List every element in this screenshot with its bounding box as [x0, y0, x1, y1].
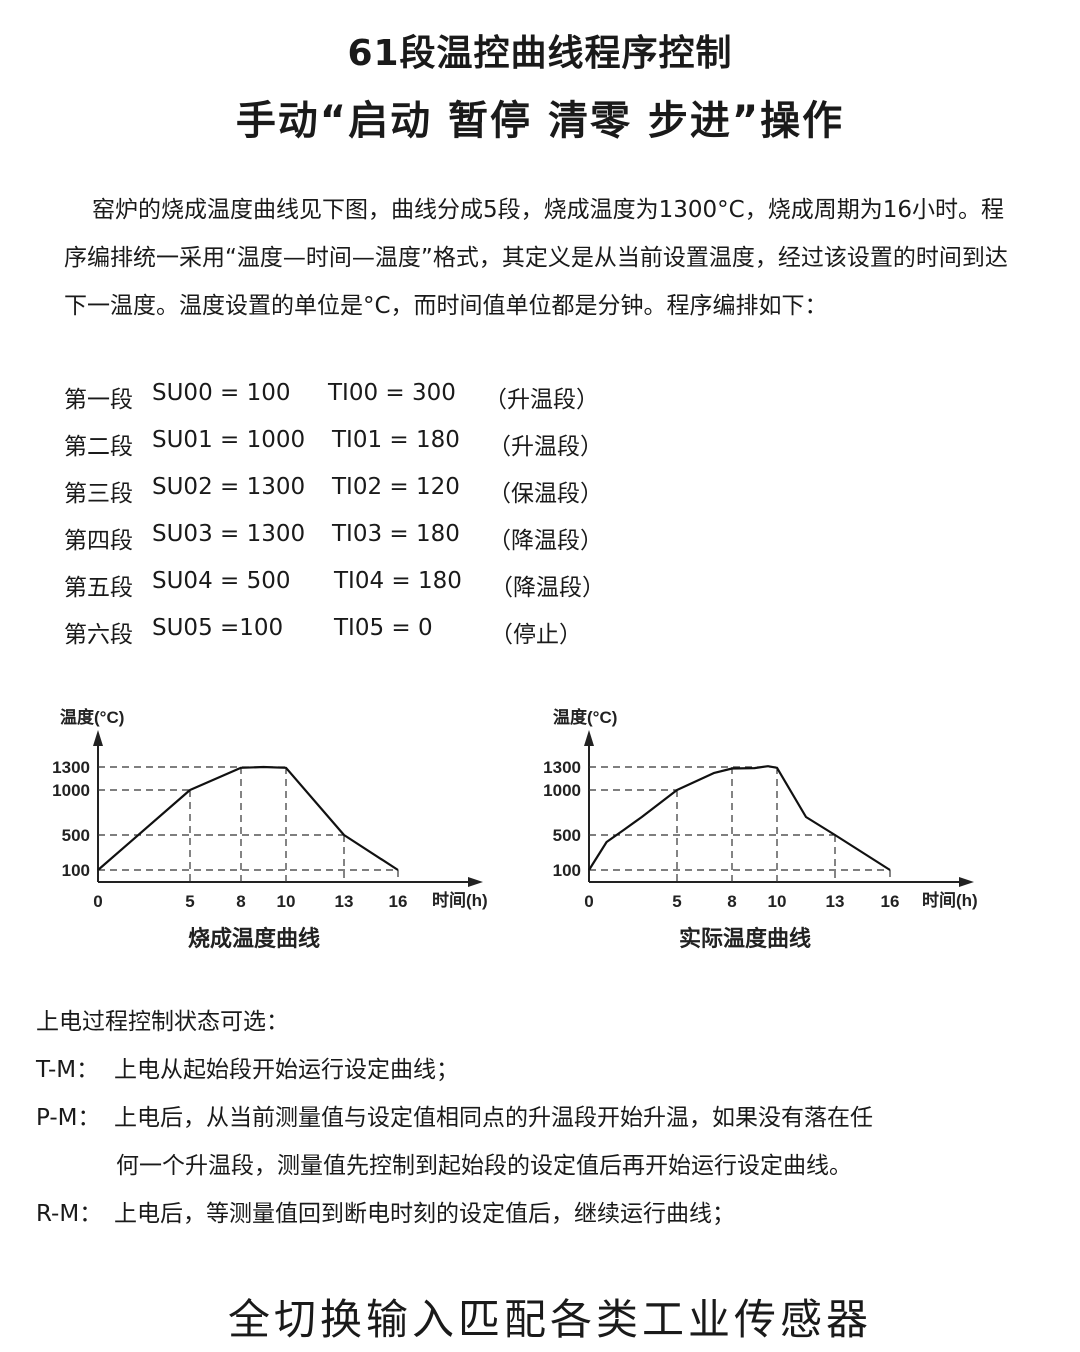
y-tick-label: 1000	[543, 781, 581, 800]
segment-setpoint: SU04 = 500	[152, 568, 291, 594]
segment-note: （降温段）	[490, 575, 605, 601]
x-tick-label: 5	[672, 892, 681, 911]
x-tick-label: 10	[277, 892, 296, 911]
segment-time: TI04 = 180	[334, 568, 462, 594]
mode-text: 上电后，等测量值回到断电时刻的设定值后，继续运行曲线；	[114, 1201, 735, 1227]
x-tick-label: 0	[93, 892, 102, 911]
x-tick-label: 5	[185, 892, 194, 911]
segment-name: 第五段	[64, 575, 133, 601]
mode-key: R-M：	[36, 1201, 103, 1227]
segment-setpoint: SU03 = 1300	[152, 521, 306, 547]
segment-time: TI02 = 120	[332, 474, 460, 500]
x-axis-arrow-icon	[468, 877, 483, 887]
segment-note: （保温段）	[488, 481, 603, 507]
segment-name: 第二段	[64, 434, 133, 460]
y-tick-label: 100	[553, 861, 581, 880]
chart-title: 烧成温度曲线	[188, 926, 320, 951]
mode-key: T-M：	[36, 1057, 100, 1083]
y-axis-label: 温度(°C)	[553, 707, 617, 727]
segment-name: 第四段	[64, 528, 133, 554]
x-tick-label: 10	[768, 892, 787, 911]
x-tick-label: 13	[826, 892, 845, 911]
footer-heading: 全切换输入匹配各类工业传感器	[227, 1295, 872, 1344]
x-axis-label: 时间(h)	[922, 890, 978, 910]
segment-time: TI01 = 180	[332, 427, 460, 453]
segment-time: TI00 = 300	[328, 380, 456, 406]
y-tick-label: 1300	[52, 758, 90, 777]
mode-key: P-M：	[36, 1105, 101, 1131]
y-tick-label: 100	[62, 861, 90, 880]
mode-pm-cont: 何一个升温段，测量值先控制到起始段的设定值后再开始运行设定曲线。	[116, 1153, 852, 1179]
y-tick-label: 500	[62, 826, 90, 845]
x-tick-label: 0	[584, 892, 593, 911]
chart-title: 实际温度曲线	[679, 926, 811, 951]
page-subtitle: 手动“启动 暂停 清零 步进”操作	[235, 98, 845, 144]
y-axis-arrow-icon	[93, 730, 103, 746]
x-tick-label: 16	[881, 892, 900, 911]
y-tick-label: 1000	[52, 781, 90, 800]
x-axis-label: 时间(h)	[432, 890, 488, 910]
segment-time: TI05 = 0	[334, 615, 433, 641]
x-tick-label: 13	[335, 892, 354, 911]
x-tick-label: 8	[236, 892, 245, 911]
segment-name: 第六段	[64, 622, 133, 648]
x-axis-arrow-icon	[959, 877, 974, 887]
segment-setpoint: SU00 = 100	[152, 380, 291, 406]
power-on-heading: 上电过程控制状态可选：	[36, 1009, 289, 1035]
y-axis-arrow-icon	[584, 730, 594, 746]
segment-setpoint: SU02 = 1300	[152, 474, 306, 500]
x-tick-label: 8	[727, 892, 736, 911]
segment-note: （降温段）	[488, 528, 603, 554]
intro-paragraph: 窑炉的烧成温度曲线见下图，曲线分成5段，烧成温度为1300°C，烧成周期为16小…	[64, 197, 1008, 319]
chart-firing-curve: 100 500 1000 1300 0 5 8 10 13 16 温度(°C) 时间(h) 烧成温度曲线	[52, 707, 488, 951]
mode-text: 上电后，从当前测量值与设定值相同点的升温段开始升温，如果没有落在任	[114, 1105, 873, 1131]
segment-time: TI03 = 180	[332, 521, 460, 547]
segment-note: （升温段）	[488, 434, 603, 460]
chart-actual-curve: 100 500 1000 1300 0 5 8 10 13 16 温度(°C) 时间(h) 实际温度曲线	[543, 707, 978, 951]
segment-note: （停止）	[490, 622, 582, 648]
segment-name: 第三段	[64, 481, 133, 507]
y-axis-label: 温度(°C)	[60, 707, 124, 727]
segment-note: （升温段）	[484, 387, 599, 413]
mode-text: 上电从起始段开始运行设定曲线；	[114, 1057, 459, 1083]
temperature-curve	[588, 765, 891, 871]
page-title: 61段温控曲线程序控制	[347, 33, 733, 74]
y-tick-label: 1300	[543, 758, 581, 777]
segment-setpoint: SU01 = 1000	[152, 427, 306, 453]
y-tick-label: 500	[553, 826, 581, 845]
segment-name: 第一段	[64, 387, 133, 413]
x-tick-label: 16	[389, 892, 408, 911]
segment-setpoint: SU05 =100	[152, 615, 284, 641]
